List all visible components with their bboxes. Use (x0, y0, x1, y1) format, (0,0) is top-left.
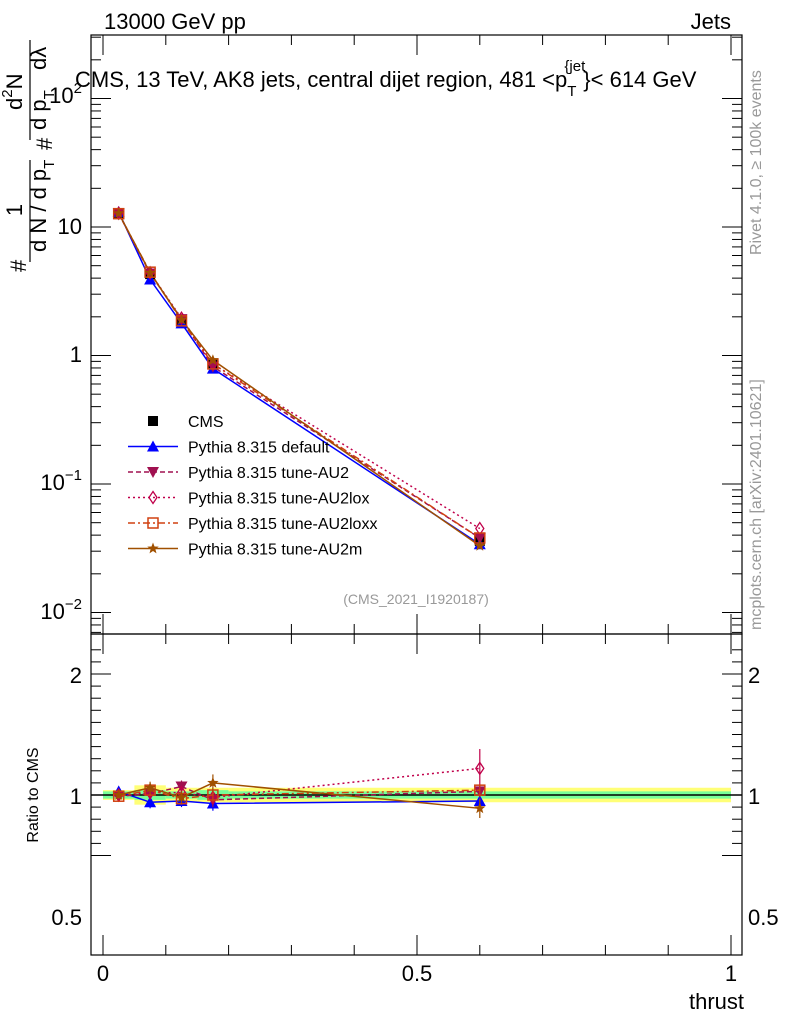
ratio-point-4 (175, 791, 188, 803)
ytick-0.1: 10−1 (40, 467, 82, 495)
ratio-line-2 (118, 767, 480, 799)
ratio-ytick-1: 1 (70, 784, 82, 809)
legend-label-4: Pythia 8.315 tune-AU2m (188, 542, 362, 559)
ratio-point-4 (144, 781, 156, 793)
ytick-10: 10 (58, 214, 82, 239)
main-series-layer (112, 205, 486, 551)
legend-marker-0 (147, 440, 159, 452)
title-sup: {jet (564, 58, 586, 75)
ytick-1: 1 (70, 342, 82, 367)
xtick-1: 1 (725, 961, 737, 986)
legend-marker-data (148, 416, 158, 426)
x-axis-label: thrust (689, 989, 744, 1014)
series-point-2 (145, 265, 155, 280)
series-line-3 (118, 213, 481, 539)
main-y-tick-labels: 102 10 1 10−1 10−2 (40, 80, 82, 624)
legend-marker-4 (147, 542, 159, 554)
series-line-1 (118, 213, 481, 539)
legend-label-1: Pythia 8.315 tune-AU2 (188, 465, 349, 482)
title-main: CMS, 13 TeV, AK8 jets, central dijet reg… (75, 67, 567, 92)
ratio-ytick-0.5-right: 0.5 (748, 905, 779, 930)
ratio-y-axis-label: Ratio to CMS (25, 747, 42, 842)
ylabel-dn: d N / d pT (26, 160, 58, 252)
ratio-point-3 (474, 784, 486, 796)
ratio-ytick-2-right: 2 (748, 663, 760, 688)
title-sub: T (567, 83, 576, 100)
xtick-0: 0 (97, 961, 109, 986)
rivet-version-label: Rivet 4.1.0, ≥ 100k events (748, 70, 765, 255)
ylabel-dl: dλ (26, 47, 51, 70)
ratio-point-0 (144, 796, 157, 808)
series-point-4 (113, 207, 125, 219)
ytick-0.01: 10−2 (40, 596, 82, 624)
ratio-line-1 (118, 785, 480, 801)
series-point-4 (474, 539, 486, 551)
header-process: 13000 GeV pp (104, 9, 246, 34)
analysis-id: (CMS_2021_I1920187) (343, 591, 489, 607)
ratio-ytick-1-right: 1 (748, 784, 760, 809)
legend-marker-3 (147, 517, 159, 529)
legend: CMS Pythia 8.315 default Pythia 8.315 tune… (128, 414, 377, 559)
xtick-0.5: 0.5 (402, 961, 433, 986)
ylabel-dp: d pT (26, 90, 58, 130)
axis-ticks (91, 35, 742, 955)
ratio-ytick-2: 2 (70, 663, 82, 688)
ytick-100: 102 (49, 80, 82, 108)
ylabel-d2n: d2N (0, 74, 27, 110)
ratio-point-4 (207, 776, 219, 788)
mcplots-label: mcplots.cern.ch [arXiv:2401.10621] (748, 379, 765, 630)
series-point-4 (207, 354, 219, 365)
legend-marker-2 (148, 490, 158, 505)
series-point-1 (473, 532, 486, 544)
ylabel-hash2: # (32, 137, 57, 150)
legend-marker-1 (147, 467, 159, 478)
legend-label-2: Pythia 8.315 tune-AU2lox (188, 491, 369, 508)
ylabel-hash1: # (6, 259, 31, 272)
main-y-axis-label: # 1 d N / d pT # d2N d pT dλ (0, 40, 58, 272)
legend-label-3: Pythia 8.315 tune-AU2loxx (188, 516, 377, 533)
legend-label-data: CMS (188, 414, 224, 431)
ratio-ytick-0.5: 0.5 (51, 905, 82, 930)
legend-label-0: Pythia 8.315 default (188, 440, 330, 457)
ratio-point-2 (475, 761, 485, 776)
series-point-4 (175, 313, 188, 325)
series-point-2 (475, 521, 485, 536)
title-tail: }< 614 GeV (583, 67, 696, 92)
ratio-point-4 (113, 789, 125, 800)
ratio-point-4 (474, 802, 486, 814)
series-point-4 (144, 266, 156, 278)
ylabel-one: 1 (2, 204, 27, 216)
ratio-series-layer (112, 749, 486, 818)
plot-title: CMS, 13 TeV, AK8 jets, central dijet reg… (75, 58, 697, 100)
header-category: Jets (691, 9, 731, 34)
